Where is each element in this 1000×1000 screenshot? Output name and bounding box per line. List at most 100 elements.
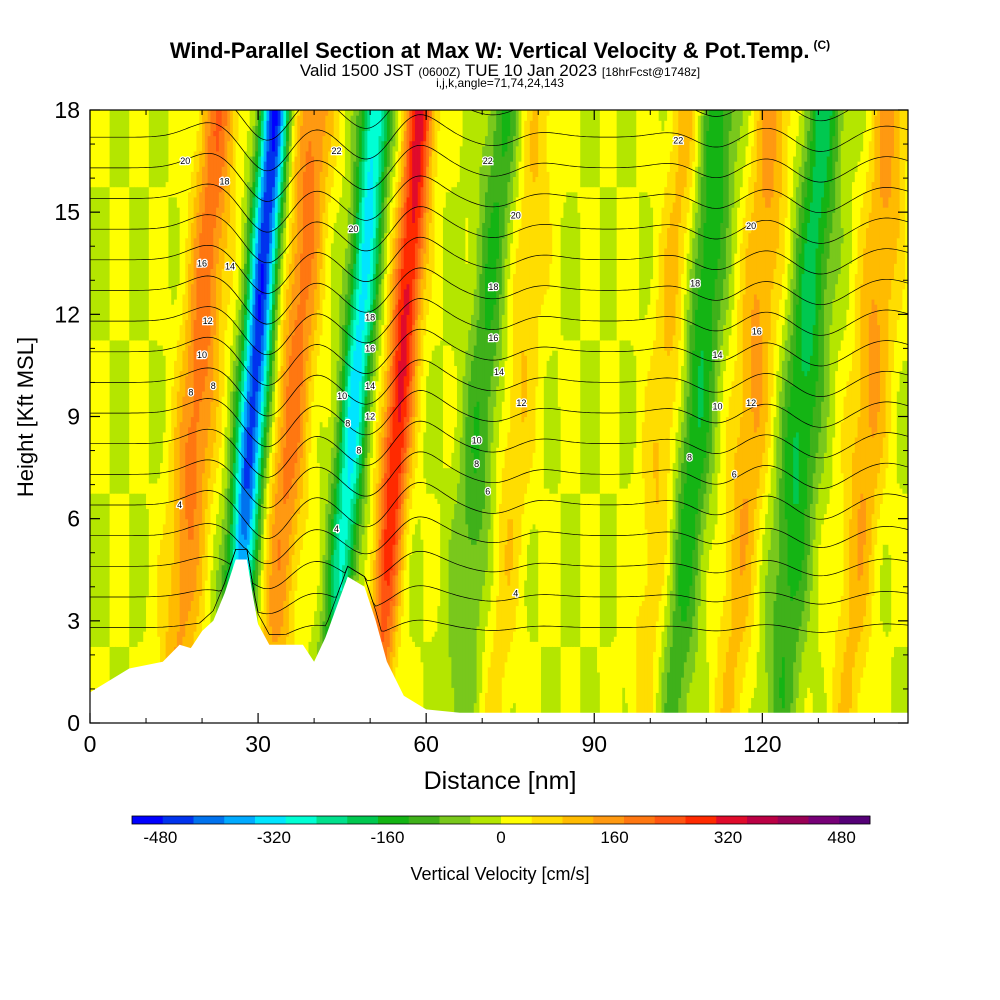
- theta-contour-label: 18: [365, 313, 375, 323]
- theta-contour-label: 18: [488, 282, 498, 292]
- theta-contour-line: [90, 267, 908, 325]
- theta-contour-line: [90, 359, 908, 417]
- y-tick-label: 15: [54, 199, 80, 225]
- x-tick-label: 120: [743, 731, 781, 757]
- terrain: [90, 559, 908, 723]
- theta-contour-label: 18: [690, 279, 700, 289]
- theta-contour-line: [90, 206, 908, 264]
- theta-contour-label: 8: [211, 381, 216, 391]
- colorbar-swatch: [316, 816, 348, 824]
- colorbar: -480 -320 -160 0 160 320 480: [131, 815, 871, 847]
- colorbar-frame: [131, 815, 871, 825]
- theta-contour-line: [90, 451, 908, 509]
- colorbar-swatch: [531, 816, 563, 824]
- y-tick-label: 9: [67, 404, 80, 430]
- theta-contour-label: 22: [673, 136, 683, 146]
- theta-contour-label: 14: [365, 381, 375, 391]
- theta-contour-label: 16: [365, 343, 375, 353]
- colorbar-swatch: [716, 816, 748, 824]
- theta-contour-label: 10: [337, 391, 347, 401]
- theta-contour-label: 6: [732, 469, 737, 479]
- indices-line: i,j,k,angle=71,74,24,143: [436, 76, 564, 90]
- theta-contour-line: [90, 390, 908, 448]
- x-tick-label: 0: [84, 731, 97, 757]
- colorbar-swatch: [347, 816, 379, 824]
- theta-contour-label: 12: [365, 412, 375, 422]
- x-tick-label: 90: [581, 731, 607, 757]
- theta-contour-line: [90, 298, 908, 356]
- theta-contour-label: 6: [485, 486, 490, 496]
- theta-contour-line: [90, 236, 908, 294]
- theta-contour-label: 8: [188, 388, 193, 398]
- x-axis-label: Distance [nm]: [424, 767, 577, 795]
- theta-contour-label: 4: [177, 500, 182, 510]
- theta-contour-label: 22: [483, 156, 493, 166]
- colorbar-swatch: [470, 816, 502, 824]
- theta-contour-label: 10: [472, 435, 482, 445]
- x-tick-label: 60: [413, 731, 439, 757]
- colorbar-label: Vertical Velocity [cm/s]: [410, 864, 589, 884]
- forecast-info: [18hrFcst@1748z]: [601, 65, 701, 79]
- valid-zulu: (0600Z): [418, 65, 461, 79]
- theta-contour-label: 20: [180, 156, 190, 166]
- colorbar-swatch: [562, 816, 594, 824]
- chart-subtitle: Valid 1500 JST (0600Z) TUE 10 Jan 2023 […: [0, 61, 1000, 81]
- copyright-mark: (C): [813, 38, 831, 52]
- theta-contour-label: 16: [752, 326, 762, 336]
- colorbar-swatch: [654, 816, 686, 824]
- colorbar-swatch: [593, 816, 625, 824]
- colorbar-tick-label: -160: [370, 828, 404, 847]
- colorbar-swatch: [224, 816, 256, 824]
- colorbar-swatch: [839, 816, 871, 824]
- theta-contour-label: 12: [746, 398, 756, 408]
- colorbar-swatch: [747, 816, 779, 824]
- valid-date: TUE 10 Jan 2023: [464, 61, 598, 80]
- theta-contour-line: [90, 0, 908, 48]
- colorbar-swatch: [685, 816, 717, 824]
- theta-contour-label: 20: [511, 211, 521, 221]
- axes: 0 30 60 90 120 0 3 6 9 12 15 18: [54, 97, 908, 757]
- theta-contour-label: 8: [345, 418, 350, 428]
- colorbar-swatch: [132, 816, 164, 824]
- y-tick-label: 12: [54, 301, 80, 327]
- theta-contour-label: 14: [494, 367, 504, 377]
- theta-contour-line: [235, 110, 850, 141]
- theta-contour-line: [90, 114, 908, 172]
- theta-contour-label: 12: [203, 316, 213, 326]
- y-tick-label: 18: [54, 97, 80, 123]
- theta-contour-line: [90, 53, 908, 109]
- theta-contour-label: 10: [712, 401, 722, 411]
- theta-contour-label: 8: [356, 446, 361, 456]
- y-axis-label: Height [Kft MSL]: [13, 337, 38, 497]
- x-tick-label: 30: [245, 731, 271, 757]
- theta-contour-label: 16: [488, 333, 498, 343]
- theta-contours: [90, 0, 908, 635]
- theta-contour-label: 16: [197, 258, 207, 268]
- colorbar-swatch: [808, 816, 840, 824]
- colorbar-swatch: [439, 816, 471, 824]
- chart-title-text: Wind-Parallel Section at Max W: Vertical…: [169, 38, 810, 63]
- theta-contour-labels: 4 4 4 6 6 8 8 8 8 8 8 10 10 10 10 12 12 12 12 14 14 14 14 16 16 1…: [176, 134, 763, 599]
- theta-contour-line: [90, 144, 908, 202]
- theta-contour-label: 8: [687, 452, 692, 462]
- theta-contour-line: [90, 516, 908, 565]
- y-tick-label: 0: [67, 710, 80, 736]
- theta-contour-line: [90, 175, 908, 233]
- theta-contour-line: [90, 0, 908, 18]
- colorbar-swatch: [255, 816, 287, 824]
- theta-contour-label: 14: [225, 262, 235, 272]
- colorbar-swatch: [285, 816, 317, 824]
- theta-contour-line: [90, 548, 908, 590]
- terrain-fill: [90, 559, 908, 723]
- theta-contour-line: [90, 23, 908, 79]
- colorbar-swatch: [193, 816, 225, 824]
- y-tick-label: 3: [67, 608, 80, 634]
- y-tick-label: 6: [67, 506, 80, 532]
- colorbar-tick-label: 480: [827, 828, 855, 847]
- colorbar-swatch: [777, 816, 809, 824]
- theta-contour-label: 22: [332, 146, 342, 156]
- theta-contour-line: [90, 482, 908, 539]
- colorbar-swatch: [162, 816, 194, 824]
- colorbar-swatch: [378, 816, 410, 824]
